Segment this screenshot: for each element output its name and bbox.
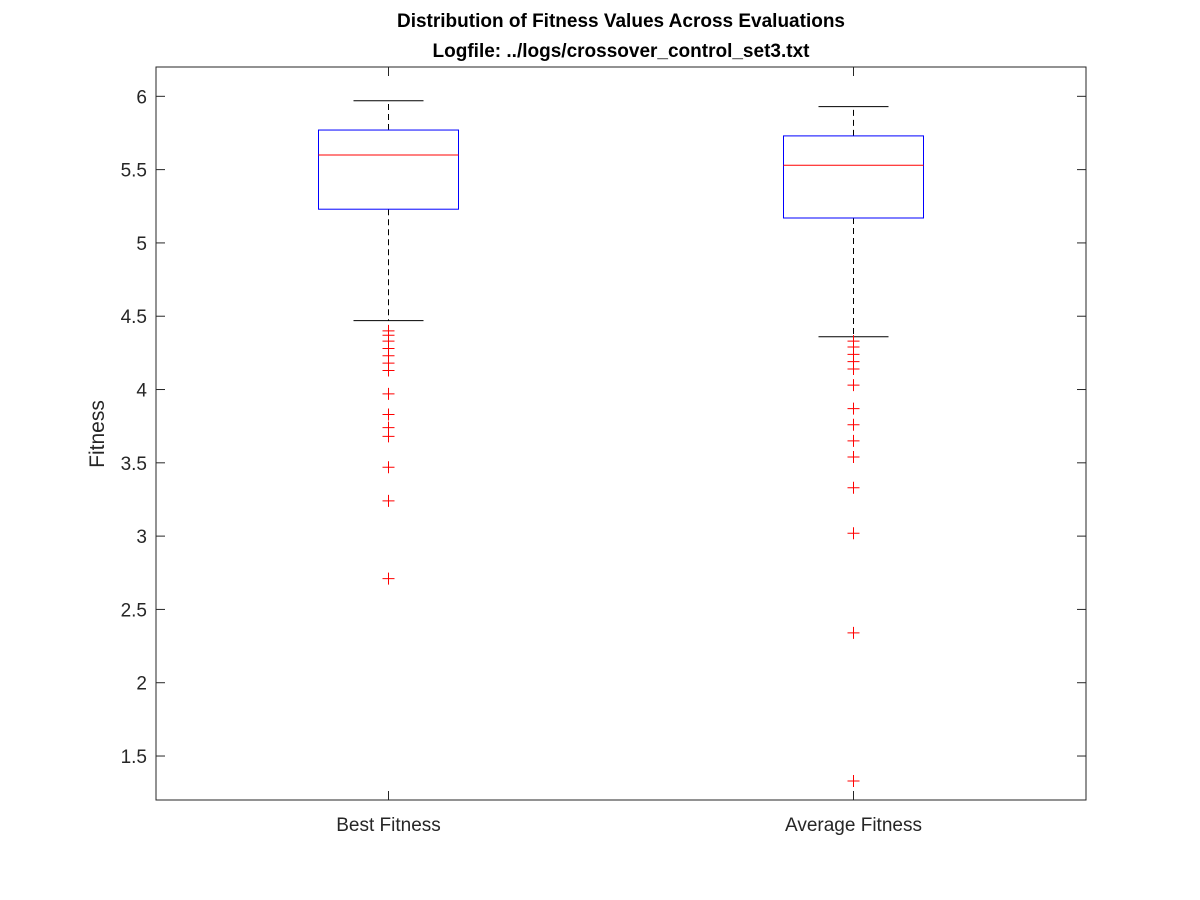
outlier-marker — [847, 418, 860, 431]
y-tick-label: 3.5 — [121, 454, 147, 475]
outlier-marker — [382, 572, 395, 585]
outlier-marker — [847, 626, 860, 639]
chart-subtitle: Logfile: ../logs/crossover_control_set3.… — [433, 41, 811, 62]
chart-title: Distribution of Fitness Values Across Ev… — [397, 11, 845, 32]
plot-area-frame — [155, 66, 1087, 801]
y-axis-label: Fitness — [86, 400, 109, 468]
outlier-marker — [847, 362, 860, 375]
y-tick-label: 2 — [136, 674, 147, 695]
outlier-marker — [847, 774, 860, 787]
y-tick-label: 2.5 — [121, 600, 147, 621]
iqr-box — [318, 129, 459, 210]
outlier-marker — [847, 481, 860, 494]
outlier-marker — [382, 408, 395, 421]
y-tick-label: 4.5 — [121, 307, 147, 328]
iqr-box — [783, 135, 924, 219]
y-tick-label: 1.5 — [121, 747, 147, 768]
x-tick-label: Best Fitness — [336, 815, 441, 836]
box-average-fitness — [783, 106, 924, 787]
outlier-marker — [847, 527, 860, 540]
y-tick-label: 5.5 — [121, 161, 147, 182]
outlier-marker — [847, 434, 860, 447]
y-tick-label: 4 — [136, 381, 147, 402]
outlier-marker — [382, 430, 395, 443]
outlier-marker — [382, 461, 395, 474]
y-axis-ticks: 1.5 2 2.5 3 3.5 4 4.5 5 5.5 6 — [121, 87, 1086, 768]
outlier-marker — [382, 364, 395, 377]
outlier-marker — [382, 494, 395, 507]
y-tick-label: 5 — [136, 234, 147, 255]
outlier-marker — [847, 379, 860, 392]
outlier-marker — [847, 402, 860, 415]
y-tick-label: 3 — [136, 527, 147, 548]
outlier-marker — [847, 450, 860, 463]
boxes-group — [318, 100, 924, 787]
box-best-fitness — [318, 100, 459, 585]
x-tick-label: Average Fitness — [785, 815, 922, 836]
x-axis-ticks: Best Fitness Average Fitness — [336, 67, 922, 836]
outlier-marker — [382, 387, 395, 400]
y-tick-label: 6 — [136, 87, 147, 108]
